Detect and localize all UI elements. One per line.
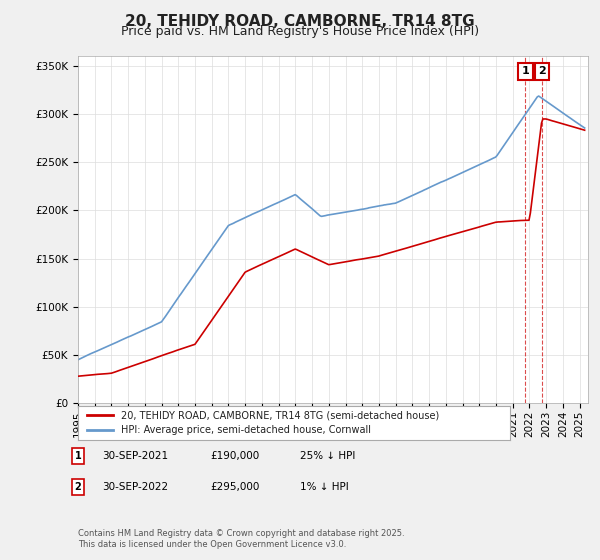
Text: 1: 1 bbox=[521, 67, 529, 76]
Text: £190,000: £190,000 bbox=[210, 451, 259, 461]
Text: 30-SEP-2021: 30-SEP-2021 bbox=[102, 451, 168, 461]
Text: HPI: Average price, semi-detached house, Cornwall: HPI: Average price, semi-detached house,… bbox=[121, 425, 371, 435]
Text: Price paid vs. HM Land Registry's House Price Index (HPI): Price paid vs. HM Land Registry's House … bbox=[121, 25, 479, 38]
Text: 2: 2 bbox=[538, 67, 546, 76]
Text: 2: 2 bbox=[74, 482, 82, 492]
Text: 1: 1 bbox=[74, 451, 82, 461]
Text: 30-SEP-2022: 30-SEP-2022 bbox=[102, 482, 168, 492]
Text: 25% ↓ HPI: 25% ↓ HPI bbox=[300, 451, 355, 461]
Text: 1% ↓ HPI: 1% ↓ HPI bbox=[300, 482, 349, 492]
Text: £295,000: £295,000 bbox=[210, 482, 259, 492]
Text: 20, TEHIDY ROAD, CAMBORNE, TR14 8TG (semi-detached house): 20, TEHIDY ROAD, CAMBORNE, TR14 8TG (sem… bbox=[121, 410, 439, 421]
Text: 20, TEHIDY ROAD, CAMBORNE, TR14 8TG: 20, TEHIDY ROAD, CAMBORNE, TR14 8TG bbox=[125, 14, 475, 29]
Text: Contains HM Land Registry data © Crown copyright and database right 2025.
This d: Contains HM Land Registry data © Crown c… bbox=[78, 529, 404, 549]
